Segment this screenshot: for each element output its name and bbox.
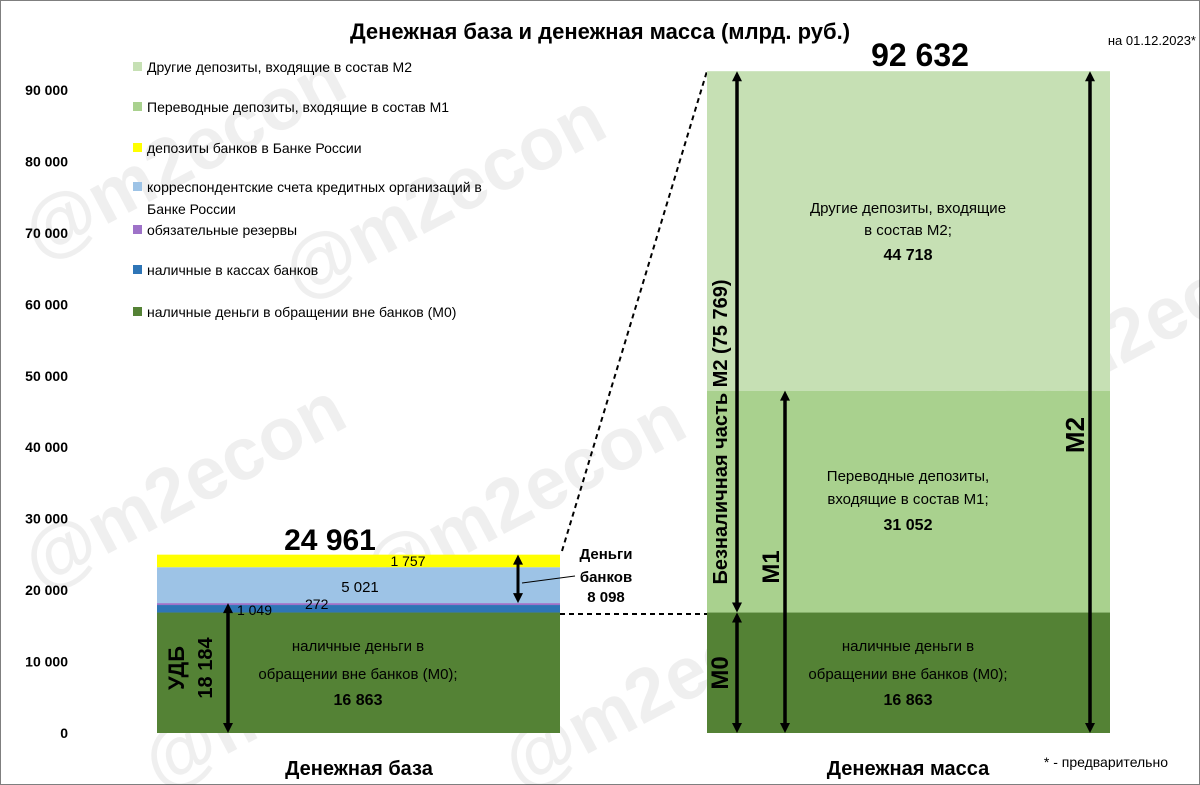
y-tick-label: 80 000 [25,153,68,169]
supply-m1-text-2: входящие в состав М1; [827,491,988,508]
y-tick-label: 60 000 [25,296,68,312]
legend-swatch-5 [133,265,142,274]
udb-label: УДБ [164,646,189,690]
base-corr-value: 5 021 [341,579,379,596]
base-bar-segment-3 [157,567,560,604]
supply-bar-segment-2 [707,71,1110,391]
m0-arrow-head-bottom [732,723,742,733]
supply-m0-text-1: наличные деньги в [842,638,974,655]
bank-money-leader [521,575,576,584]
legend-label-0: Другие депозиты, входящие в состав М2 [147,59,412,75]
base-m0-text-2: обращении вне банков (М0); [258,666,457,683]
m2-arrow-head-top [1085,71,1095,82]
m1-arrow-head-top [780,390,790,401]
legend-label-3-line2: Банке России [147,201,236,217]
supply-total-label: 92 632 [871,37,969,73]
supply-m0-text-2: обращении вне банков (М0); [808,666,1007,683]
legend-label-2: депозиты банков в Банке России [147,140,362,156]
y-tick-label: 0 [60,725,68,741]
noncash-label: Безналичная часть М2 (75 769) [710,279,732,584]
m1-label: М1 [758,550,785,583]
base-total-label: 24 961 [284,524,376,557]
category-label-supply: Денежная масса [827,758,990,780]
y-tick-label: 90 000 [25,82,68,98]
legend-swatch-0 [133,62,142,71]
legend-label-1: Переводные депозиты, входящие в состав М… [147,99,449,115]
y-tick-label: 30 000 [25,511,68,527]
bank-money-value: 8 098 [587,589,625,606]
supply-bar-segment-1 [707,390,1110,613]
base-bar-segment-2 [157,603,560,606]
m0-label: М0 [707,656,734,689]
bank-money-arrow-head-top [513,554,523,565]
legend-label-5: наличные в кассах банков [147,262,318,278]
category-label-base: Денежная база [285,758,434,780]
m2-arrow-head-bottom [1085,723,1095,733]
udb-arrow-head-top [223,603,233,614]
legend-label-3: корреспондентские счета кредитных органи… [147,179,482,195]
base-m0-value: 16 863 [334,692,383,709]
supply-m2-text-2: в состав М2; [864,222,952,239]
m0-arrow-head-top [732,612,742,623]
bank-money-arrow-head-bottom [513,593,523,604]
supply-m0-value: 16 863 [884,692,933,709]
supply-m1-text-1: Переводные депозиты, [827,468,989,485]
supply-m2-value: 44 718 [884,247,933,264]
y-tick-label: 40 000 [25,439,68,455]
legend-swatch-4 [133,225,142,234]
legend-swatch-2 [133,143,142,152]
legend-swatch-3 [133,182,142,191]
base-m0-text-1: наличные деньги в [292,638,424,655]
y-tick-label: 20 000 [25,582,68,598]
base-bar-segment-1 [157,605,560,613]
udb-arrow-head-bottom [223,723,233,733]
footnote: * - предварительно [1044,754,1168,770]
base-cash-banks-value: 1 049 [237,602,272,618]
noncash-arrow-head-top [732,71,742,82]
bank-money-label-1: Деньги [580,546,633,563]
noncash-arrow-head-bottom [732,602,742,613]
supply-bar-segment-0 [707,612,1110,733]
legend-swatch-1 [133,102,142,111]
connector-top [561,70,708,552]
y-tick-label: 10 000 [25,654,68,670]
chart-title: Денежная база и денежная масса (млрд. ру… [350,19,850,44]
udb-value: 18 184 [195,637,217,699]
m2-label: М2 [1060,417,1090,453]
base-bar-segment-4 [157,554,560,568]
supply-m1-value: 31 052 [884,517,933,534]
bank-money-label-2: банков [580,569,632,586]
legend-label-6: наличные деньги в обращении вне банков (… [147,304,456,320]
legend-swatch-6 [133,307,142,316]
legend-label-4: обязательные резервы [147,222,297,238]
base-reserves-value: 272 [305,596,329,612]
base-deposits-value: 1 757 [390,553,425,569]
y-tick-label: 50 000 [25,368,68,384]
supply-m2-text-1: Другие депозиты, входящие [810,200,1006,217]
y-tick-label: 70 000 [25,225,68,241]
m1-arrow-head-bottom [780,723,790,733]
base-bar-segment-0 [157,612,560,733]
date-note: на 01.12.2023* [1108,33,1196,48]
